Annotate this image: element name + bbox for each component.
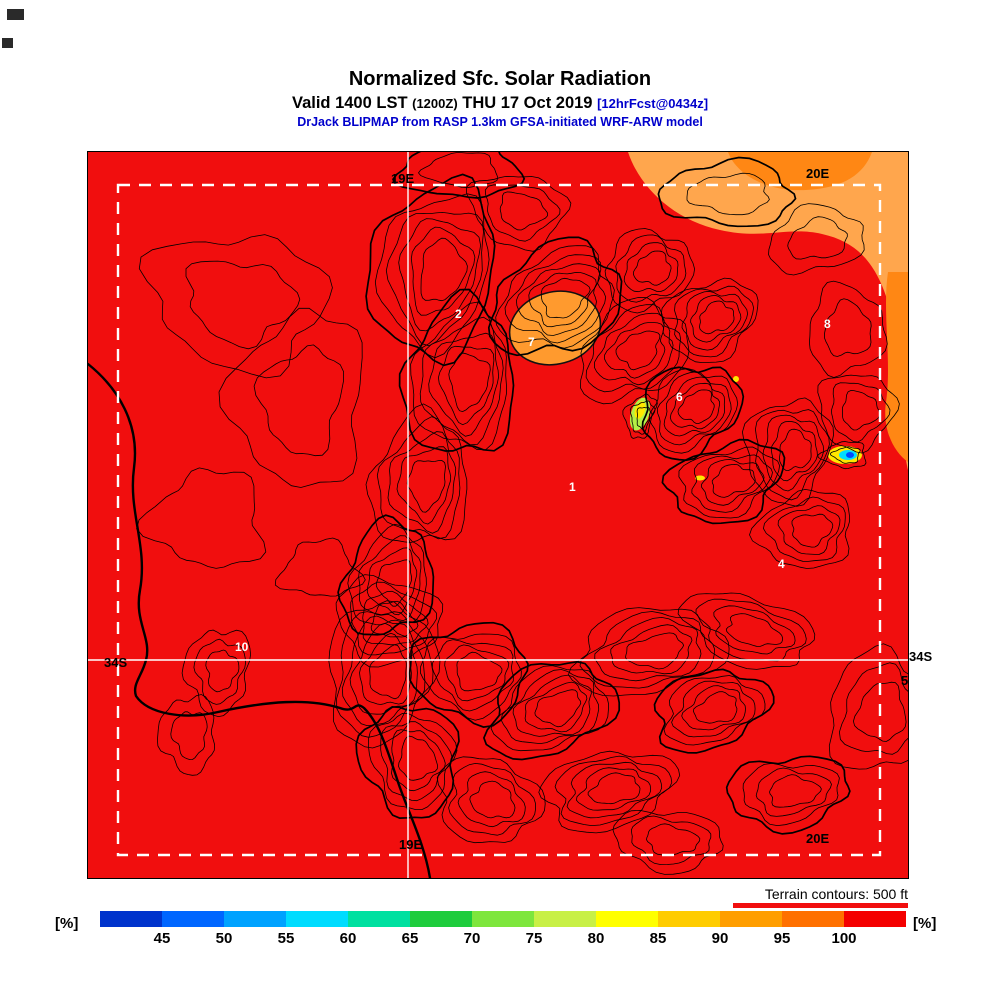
- colorbar-unit-right: [%]: [913, 915, 937, 932]
- coastline: [88, 362, 432, 878]
- terrain-contours: [136, 152, 908, 875]
- colorbar-segment-5: [410, 911, 472, 927]
- label-20e-bottom: 20E: [806, 831, 830, 846]
- corner-artifact: [7, 9, 24, 20]
- forecast-map: [87, 151, 909, 879]
- latlon-grid: [88, 152, 908, 878]
- colorbar-tick-75: 75: [525, 930, 543, 947]
- valid-date: THU 17 Oct 2019: [462, 94, 593, 112]
- inner-domain-dashed-box: [116, 183, 882, 857]
- colorbar-segment-8: [596, 911, 658, 927]
- colorbar-tick-85: 85: [649, 930, 667, 947]
- label-site-5: 5: [901, 673, 909, 688]
- colorbar-segment-2: [224, 911, 286, 927]
- colorbar-tick-80: 80: [587, 930, 605, 947]
- colorbar-tick-labels: 45 50 55 60 65 70 75 80 85 90 95 100: [100, 930, 906, 948]
- colorbar-tick-45: 45: [153, 930, 171, 947]
- label-19e-bottom: 19E: [399, 837, 423, 852]
- terrain-note-underline: [733, 903, 908, 908]
- colorbar-segment-12: [844, 911, 906, 927]
- colorbar-unit-left: [%]: [55, 915, 79, 932]
- colorbar-segment-3: [286, 911, 348, 927]
- colorbar-segment-9: [658, 911, 720, 927]
- forecast-run-tag: [12hrFcst@0434z]: [597, 96, 709, 111]
- valid-zulu: (1200Z): [412, 96, 458, 111]
- colorbar-tick-65: 65: [401, 930, 419, 947]
- site-number-4: 4: [778, 557, 785, 571]
- terrain-contours-note: Terrain contours: 500 ft: [764, 886, 908, 902]
- colorbar-segment-0: [100, 911, 162, 927]
- map-canvas: [88, 152, 908, 878]
- site-number-7: 7: [528, 335, 535, 349]
- colorbar-tick-70: 70: [463, 930, 481, 947]
- model-info-line: DrJack BLIPMAP from RASP 1.3km GFSA-init…: [297, 115, 703, 129]
- colorbar-segment-7: [534, 911, 596, 927]
- label-19e-top: 19E: [391, 171, 415, 186]
- corner-artifact: [2, 38, 13, 48]
- colorbar-tick-55: 55: [277, 930, 295, 947]
- site-number-6: 6: [676, 390, 683, 404]
- site-number-10: 10: [235, 640, 249, 654]
- colorbar-segment-4: [348, 911, 410, 927]
- title-block: Normalized Sfc. Solar Radiation Valid 14…: [0, 68, 1000, 129]
- site-number-1: 1: [569, 480, 576, 494]
- colorbar-tick-90: 90: [711, 930, 729, 947]
- colorbar-segment-11: [782, 911, 844, 927]
- valid-time-line: Valid 1400 LST (1200Z) THU 17 Oct 2019 […: [0, 94, 1000, 113]
- label-34s-right: 34S: [909, 649, 933, 664]
- site-number-2: 2: [455, 307, 462, 321]
- colorbar-tick-60: 60: [339, 930, 357, 947]
- colorbar-segment-1: [162, 911, 224, 927]
- colorbar-segment-6: [472, 911, 534, 927]
- label-20e-top: 20E: [806, 166, 830, 181]
- page-title: Normalized Sfc. Solar Radiation: [348, 68, 652, 90]
- low-radiation-specks: [629, 376, 862, 481]
- colorbar-segment-10: [720, 911, 782, 927]
- site-number-8: 8: [824, 317, 831, 331]
- colorbar: [100, 911, 906, 927]
- colorbar-tick-95: 95: [773, 930, 791, 947]
- valid-prefix: Valid 1400 LST: [291, 94, 408, 112]
- label-34s-left: 34S: [104, 655, 128, 670]
- colorbar-tick-100: 100: [831, 930, 857, 947]
- colorbar-tick-50: 50: [215, 930, 233, 947]
